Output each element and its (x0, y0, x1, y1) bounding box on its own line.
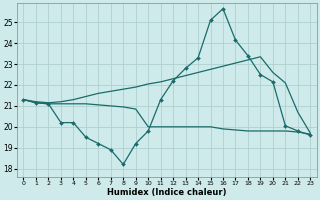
X-axis label: Humidex (Indice chaleur): Humidex (Indice chaleur) (107, 188, 227, 197)
